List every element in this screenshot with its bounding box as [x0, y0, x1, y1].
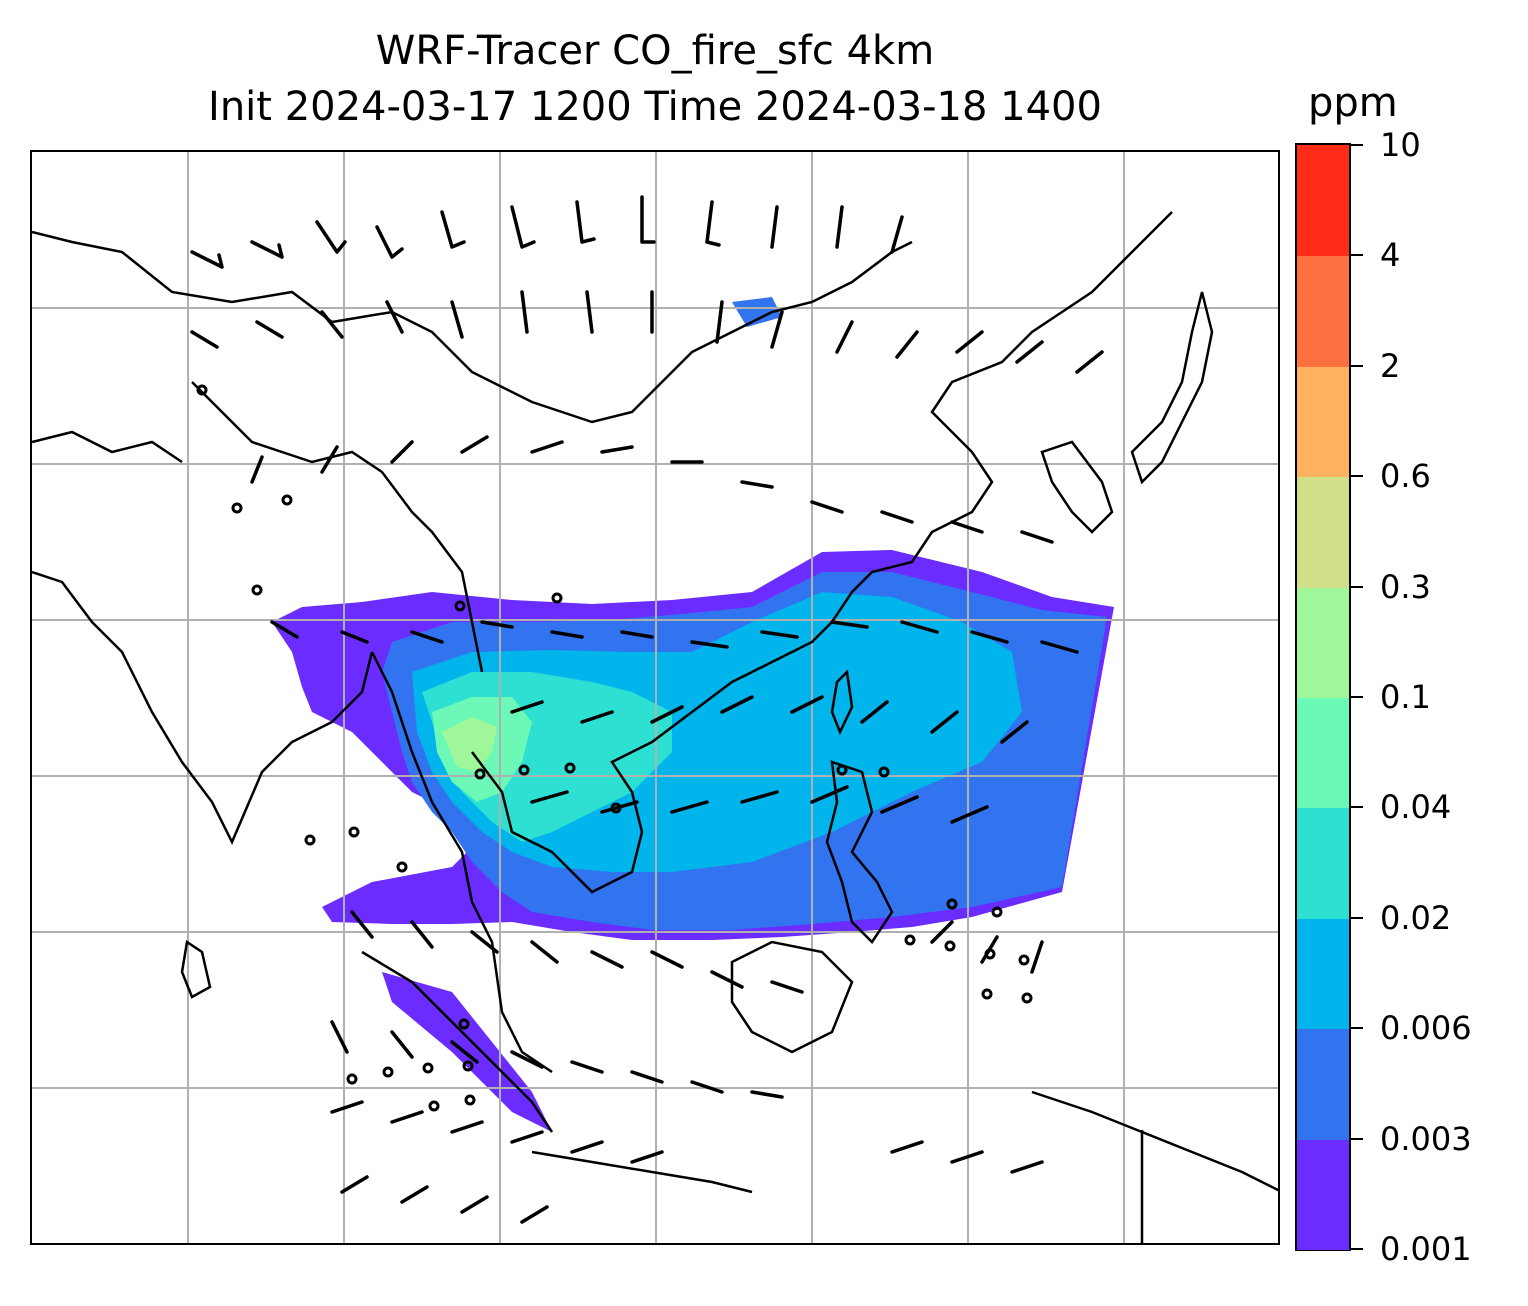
- map-title-line2: Init 2024-03-17 1200 Time 2024-03-18 140…: [208, 84, 1102, 130]
- colorbar: [1295, 143, 1351, 1251]
- colorbar-tick-label: 0.04: [1380, 788, 1452, 827]
- colorbar-segment: [1297, 1028, 1349, 1140]
- colorbar-tick: [1351, 475, 1363, 478]
- colorbar-units: ppm: [1308, 80, 1398, 126]
- colorbar-tick: [1351, 806, 1363, 809]
- colorbar-segment: [1297, 1138, 1349, 1250]
- colorbar-segment: [1297, 476, 1349, 588]
- colorbar-tick-label: 0.6: [1380, 457, 1431, 496]
- calm-wind-markers: [196, 384, 1033, 1112]
- colorbar-tick: [1351, 585, 1363, 588]
- colorbar-segment: [1297, 697, 1349, 809]
- colorbar-tick-label: 0.001: [1380, 1230, 1472, 1268]
- colorbar-tick-label: 0.1: [1380, 678, 1431, 716]
- colorbar-tick: [1351, 916, 1363, 919]
- plume-patch-north: [732, 297, 782, 327]
- colorbar-tick: [1351, 364, 1363, 367]
- colorbar-tick-label: 0.006: [1380, 1009, 1472, 1048]
- colorbar-segment: [1297, 365, 1349, 478]
- colorbar-tick: [1351, 1137, 1363, 1140]
- colorbar-tick-label: 10: [1380, 126, 1421, 164]
- colorbar-tick-label: 0.003: [1380, 1119, 1472, 1158]
- colorbar-segment: [1297, 807, 1349, 919]
- colorbar-tick: [1351, 144, 1363, 146]
- colorbar-segment: [1297, 145, 1349, 257]
- colorbar-tick-label: 4: [1380, 236, 1401, 275]
- map-title-line1: WRF-Tracer CO_fire_sfc 4km: [375, 28, 935, 74]
- wind-barbs: [190, 195, 1104, 1224]
- map-canvas: [32, 152, 1278, 1243]
- colorbar-tick-label: 2: [1380, 346, 1401, 385]
- plume-level-01: [442, 717, 497, 772]
- colorbar-segment: [1297, 917, 1349, 1030]
- colorbar-segment: [1297, 586, 1349, 698]
- colorbar-tick: [1351, 1248, 1363, 1250]
- coastlines: [32, 211, 1278, 1243]
- colorbar-tick: [1351, 696, 1363, 698]
- map-panel[interactable]: [30, 150, 1280, 1245]
- tracer-plume: [272, 297, 1114, 1132]
- colorbar-tick: [1351, 254, 1363, 257]
- gridlines: [32, 152, 1278, 1243]
- colorbar-tick: [1351, 1027, 1363, 1030]
- colorbar-tick-label: 0.3: [1380, 567, 1431, 606]
- colorbar-segment: [1297, 255, 1349, 367]
- colorbar-tick-label: 0.02: [1380, 898, 1452, 937]
